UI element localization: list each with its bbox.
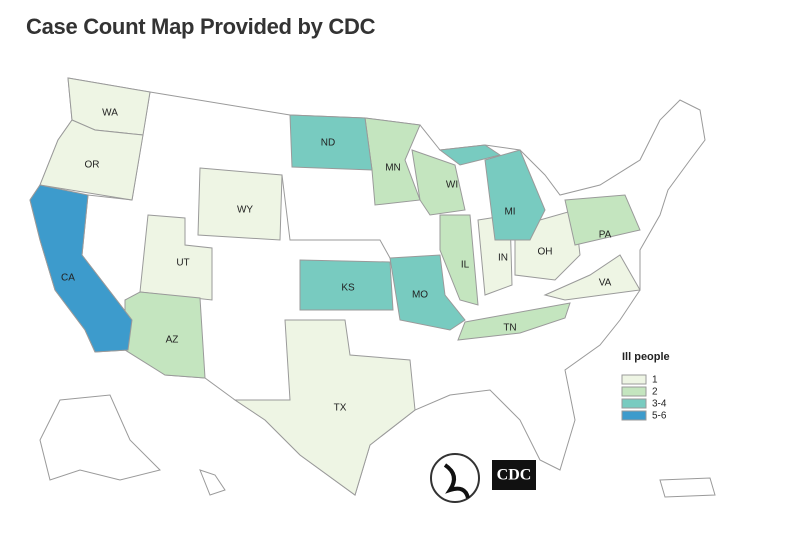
- state: [564, 194, 641, 246]
- state-label: PA: [599, 230, 612, 241]
- state-label: MN: [385, 163, 401, 174]
- title: Case Count Map Provided by CDC: [26, 14, 376, 39]
- legend-swatch: [621, 374, 647, 385]
- state: [197, 167, 283, 241]
- legend-label: 5-6: [652, 411, 667, 422]
- state-label: OR: [85, 160, 100, 171]
- legend-swatch: [621, 410, 647, 421]
- states: [29, 77, 641, 496]
- state: [299, 259, 394, 311]
- state-label: OH: [538, 247, 553, 258]
- state: [289, 114, 373, 171]
- state: [233, 319, 416, 496]
- state: [438, 144, 502, 166]
- state-label: AZ: [166, 335, 179, 346]
- state-label: KS: [341, 283, 355, 294]
- state-label: MI: [504, 207, 515, 218]
- alaska: [39, 394, 161, 481]
- state: [411, 149, 466, 216]
- state-label: ND: [321, 138, 335, 149]
- legend-label: 3-4: [652, 399, 667, 410]
- state: [39, 119, 144, 201]
- state: [389, 254, 466, 331]
- state-label: IN: [498, 253, 508, 264]
- state: [484, 149, 546, 241]
- cdc-logo-text: CDC: [497, 467, 532, 484]
- legend: 123-45-6: [621, 374, 667, 422]
- state-label: UT: [176, 258, 189, 269]
- hhs-logo: [430, 453, 480, 503]
- state: [29, 184, 133, 353]
- state-label: WA: [102, 108, 118, 119]
- state: [457, 302, 571, 341]
- hawaii: [199, 469, 226, 496]
- state-label: MO: [412, 290, 428, 301]
- labels: WA OR UT WY IN OH VA TX AZ MN WI IL TN PA ND MI KS MO CA: [61, 108, 612, 414]
- state-label: IL: [461, 260, 470, 271]
- state: [543, 254, 641, 301]
- state: [439, 214, 479, 306]
- state-label: WI: [446, 180, 458, 191]
- hhs-logo-mark: [443, 463, 470, 499]
- state-label: CA: [61, 273, 75, 284]
- logos: CDC: [430, 453, 536, 503]
- borders: [281, 174, 391, 259]
- cdc-logo: [492, 460, 536, 490]
- legend-swatch: [621, 386, 647, 397]
- state-label: WY: [237, 205, 253, 216]
- legend-title: Ill people: [622, 351, 670, 363]
- state-label: VA: [599, 278, 612, 289]
- legend-swatch: [621, 398, 647, 409]
- legend-label: 2: [652, 387, 658, 398]
- state-label: TN: [503, 323, 516, 334]
- puerto-rico: [659, 477, 716, 498]
- legend-label: 1: [652, 375, 658, 386]
- state-label: TX: [334, 403, 347, 414]
